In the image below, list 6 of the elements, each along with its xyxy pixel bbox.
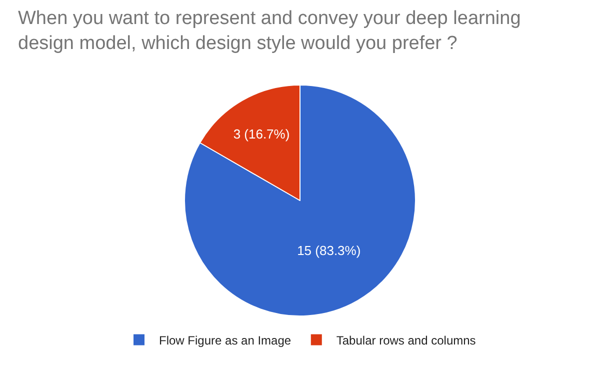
pie-slice xyxy=(184,84,416,316)
legend-label: Tabular rows and columns xyxy=(336,333,476,348)
chart-title: When you want to represent and convey your deep learning design model, which design style would you prefer ? xyxy=(18,8,521,54)
data-label: 3 (16.7%) xyxy=(233,126,290,142)
legend-label: Flow Figure as an Image xyxy=(159,333,292,348)
data-label: 15 (83.3%) xyxy=(297,243,361,258)
